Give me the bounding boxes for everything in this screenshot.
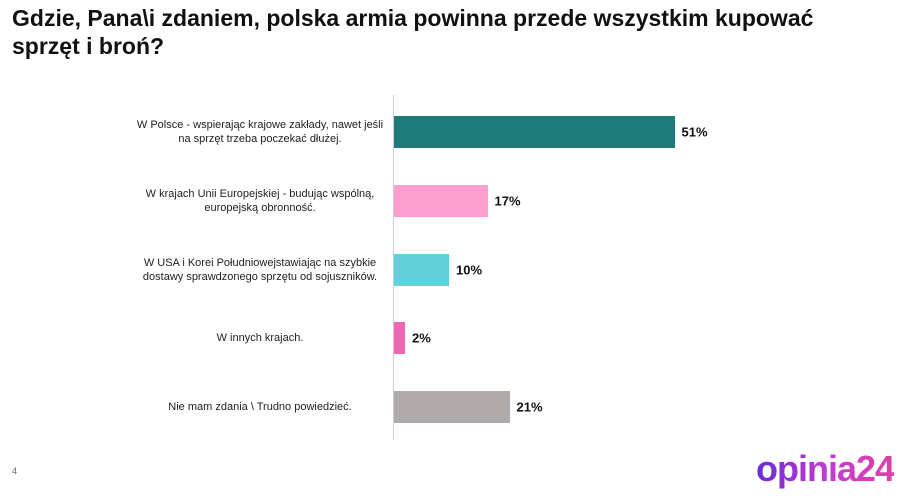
bar: [394, 253, 449, 286]
axis-line: [393, 95, 394, 440]
bar: [394, 322, 405, 355]
category-label: Nie mam zdania \ Trudno powiedzieć.: [168, 401, 352, 414]
value-label: 2%: [412, 330, 431, 346]
value-label: 10%: [456, 262, 483, 278]
bar: [394, 391, 510, 424]
logo: opinia24: [756, 448, 895, 489]
bar: [394, 184, 488, 217]
category-label: W Polsce - wspierając krajowe zakłady, n…: [136, 119, 384, 145]
value-label: 21%: [516, 399, 543, 415]
value-label: 51%: [681, 124, 708, 140]
category-label: W innych krajach.: [216, 332, 304, 345]
value-label: 17%: [494, 193, 521, 209]
category-label: W USA i Korei Południowejstawiając na sz…: [142, 256, 378, 283]
category-label: W krajach Unii Europejskiej - budując ws…: [145, 187, 375, 214]
page-number: 4: [12, 466, 18, 476]
bar: [394, 116, 675, 148]
chart-title: Gdzie, Pana\i zdaniem, polska armia powi…: [12, 5, 814, 59]
